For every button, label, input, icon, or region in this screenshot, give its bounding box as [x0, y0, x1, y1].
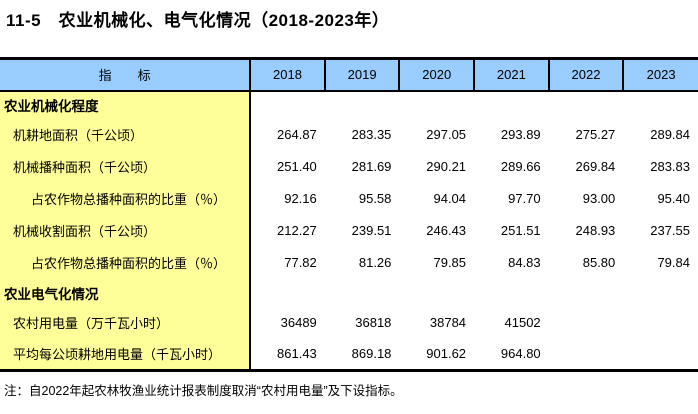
year-header-2022: 2022: [547, 58, 624, 92]
indicator-cell: 占农作物总播种面积的比重（％）: [0, 246, 252, 279]
table-header: 指 标 2018 2019 2020 2021 2022 2023: [0, 58, 698, 92]
indicator-cell: 农业机械化程度: [0, 90, 252, 119]
value-cell: 283.35: [324, 118, 400, 151]
table-row: 农业机械化程度: [0, 90, 698, 119]
value-cell: 85.80: [548, 246, 624, 279]
value-cell: 237.55: [623, 214, 698, 247]
indicator-cell: 农业电气化情况: [0, 278, 252, 307]
value-cell: 289.84: [623, 118, 698, 151]
value-cell: 77.82: [250, 246, 325, 279]
value-cell: 95.40: [623, 182, 698, 215]
value-cell: 93.00: [548, 182, 624, 215]
indicator-cell: 机械播种面积（千公顷）: [0, 150, 252, 183]
indicator-label: 农业电气化情况: [4, 286, 99, 302]
indicator-label: 占农作物总播种面积的比重（％）: [31, 192, 227, 207]
value-cell: [474, 90, 549, 119]
indicator-label: 机械收割面积（千公顷）: [13, 224, 157, 239]
value-cell: [324, 278, 400, 307]
year-header-2018: 2018: [249, 58, 325, 92]
value-cell: 869.18: [324, 338, 400, 371]
year-header-2023: 2023: [622, 58, 698, 92]
table-row: 占农作物总播种面积的比重（％） 92.16 95.58 94.04 97.70 …: [0, 182, 698, 215]
value-cell: 283.83: [623, 150, 698, 183]
value-cell: 290.21: [399, 150, 475, 183]
value-cell: 92.16: [250, 182, 325, 215]
value-cell: 239.51: [324, 214, 400, 247]
indicator-label: 机械播种面积（千公顷）: [13, 160, 157, 175]
table-footnote: 注：自2022年起农林牧渔业统计报表制度取消“农村用电量”及下设指标。: [4, 384, 403, 398]
value-cell: 38784: [399, 306, 475, 339]
value-cell: 275.27: [548, 118, 624, 151]
indicator-cell: 占农作物总播种面积的比重（％）: [0, 182, 252, 215]
value-cell: 861.43: [250, 338, 325, 371]
value-cell: 95.58: [324, 182, 400, 215]
value-cell: 251.51: [474, 214, 549, 247]
value-cell: [548, 338, 624, 371]
value-cell: 36489: [250, 306, 325, 339]
value-cell: [623, 278, 698, 307]
table-row: 平均每公顷耕地用电量（千瓦小时） 861.43 869.18 901.62 96…: [0, 338, 698, 371]
value-cell: 269.84: [548, 150, 624, 183]
table-row: 农业电气化情况: [0, 278, 698, 307]
value-cell: 901.62: [399, 338, 475, 371]
value-cell: [623, 338, 698, 371]
value-cell: [250, 278, 325, 307]
value-cell: 81.26: [324, 246, 400, 279]
value-cell: 264.87: [250, 118, 325, 151]
table-row: 机械播种面积（千公顷） 251.40 281.69 290.21 289.66 …: [0, 150, 698, 183]
value-cell: [548, 278, 624, 307]
value-cell: 79.85: [399, 246, 475, 279]
value-cell: [399, 278, 475, 307]
table-row: 占农作物总播种面积的比重（％） 77.82 81.26 79.85 84.83 …: [0, 246, 698, 279]
value-cell: [250, 90, 325, 119]
value-cell: 36818: [324, 306, 400, 339]
indicator-label: 占农作物总播种面积的比重（％）: [31, 256, 227, 271]
header-row: 指 标 2018 2019 2020 2021 2022 2023: [0, 58, 698, 92]
indicator-label: 平均每公顷耕地用电量（千瓦小时）: [13, 347, 222, 363]
value-cell: 289.66: [474, 150, 549, 183]
value-cell: [548, 90, 624, 119]
value-cell: [324, 90, 400, 119]
indicator-cell: 机械收割面积（千公顷）: [0, 214, 252, 247]
indicator-cell: 平均每公顷耕地用电量（千瓦小时）: [0, 338, 252, 371]
value-cell: 248.93: [548, 214, 624, 247]
indicator-cell: 机耕地面积（千公顷）: [0, 118, 252, 151]
value-cell: 251.40: [250, 150, 325, 183]
value-cell: 293.89: [474, 118, 549, 151]
value-cell: 84.83: [474, 246, 549, 279]
table-row: 农村用电量（万千瓦小时） 36489 36818 38784 41502: [0, 306, 698, 339]
table-row: 机耕地面积（千公顷） 264.87 283.35 297.05 293.89 2…: [0, 118, 698, 151]
indicator-label: 农村用电量（万千瓦小时）: [13, 316, 170, 331]
value-cell: [474, 278, 549, 307]
indicator-cell: 农村用电量（万千瓦小时）: [0, 306, 252, 339]
page-title: 11-5 农业机械化、电气化情况（2018-2023年）: [6, 11, 390, 30]
value-cell: 297.05: [399, 118, 475, 151]
value-cell: [399, 90, 475, 119]
table-body: 农业机械化程度 机耕地面积（千公顷） 264.87 283.35 297.05 …: [0, 90, 698, 371]
table-row: 机械收割面积（千公顷） 212.27 239.51 246.43 251.51 …: [0, 214, 698, 247]
value-cell: 41502: [474, 306, 549, 339]
value-cell: 246.43: [399, 214, 475, 247]
value-cell: [548, 306, 624, 339]
value-cell: [623, 306, 698, 339]
year-header-2020: 2020: [398, 58, 475, 92]
value-cell: 79.84: [623, 246, 698, 279]
year-header-2019: 2019: [323, 58, 400, 92]
value-cell: 97.70: [474, 182, 549, 215]
value-cell: 212.27: [250, 214, 325, 247]
value-cell: 94.04: [399, 182, 475, 215]
indicator-header-cell: 指 标: [0, 58, 251, 92]
year-header-2021: 2021: [473, 58, 549, 92]
indicator-label: 机耕地面积（千公顷）: [13, 128, 144, 143]
indicator-label: 农业机械化程度: [4, 99, 99, 114]
value-cell: 281.69: [324, 150, 400, 183]
statistics-table: 指 标 2018 2019 2020 2021 2022 2023 农业机械化程…: [0, 57, 698, 372]
value-cell: 964.80: [474, 338, 549, 371]
value-cell: [623, 90, 698, 119]
